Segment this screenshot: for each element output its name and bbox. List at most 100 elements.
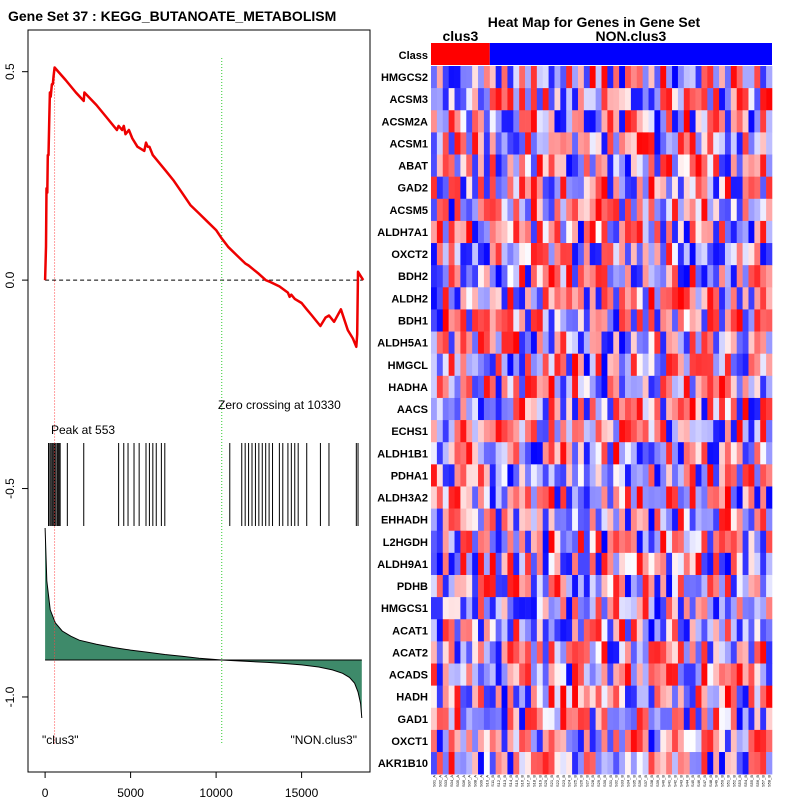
heatmap-cell bbox=[677, 176, 685, 200]
heatmap-cell bbox=[560, 88, 567, 111]
heatmap-cell bbox=[672, 287, 679, 310]
heatmap-cell bbox=[701, 752, 708, 775]
heatmap-cell bbox=[507, 110, 514, 133]
heatmap-cell bbox=[636, 574, 643, 598]
heatmap-cell bbox=[695, 331, 702, 354]
heatmap-cell bbox=[730, 597, 738, 620]
gene-labels: HMGCS2ACSM3ACSM2AACSM1ABATGAD2ACSM5ALDH7… bbox=[377, 72, 428, 770]
heatmap-cell bbox=[519, 530, 526, 554]
heatmap-cell bbox=[660, 729, 667, 753]
heatmap-cell bbox=[607, 353, 614, 377]
x-tick-label: 15000 bbox=[285, 786, 319, 800]
heatmap-cell bbox=[572, 729, 579, 753]
heatmap-cell bbox=[636, 176, 643, 200]
heatmap-cell bbox=[519, 486, 526, 509]
heatmap-cell bbox=[701, 110, 708, 133]
heatmap-cell bbox=[548, 309, 555, 332]
heatmap-cell bbox=[713, 685, 720, 709]
heatmap-cell bbox=[736, 442, 743, 465]
class-label: NON.clus3 bbox=[595, 28, 666, 44]
gene-label: HMGCS1 bbox=[381, 603, 428, 615]
sample-label: S45_B bbox=[690, 775, 695, 787]
heatmap-cell bbox=[436, 287, 444, 310]
heatmap-cell bbox=[583, 243, 591, 266]
heatmap-cell bbox=[466, 176, 473, 200]
heatmap-cell bbox=[548, 331, 555, 354]
heatmap-cell bbox=[724, 132, 732, 155]
heatmap-cell bbox=[560, 353, 567, 377]
heatmap-cell bbox=[566, 198, 573, 222]
heatmap-cell bbox=[436, 88, 444, 111]
heatmap-cell bbox=[489, 752, 496, 775]
heatmap-cell bbox=[560, 707, 567, 731]
gene-label: OXCT1 bbox=[391, 736, 428, 748]
heatmap-cell bbox=[607, 176, 614, 200]
heatmap-cell bbox=[648, 508, 655, 532]
heatmap-cell bbox=[625, 132, 632, 155]
heatmap-cell bbox=[683, 552, 690, 576]
heatmap-cell bbox=[654, 420, 661, 443]
heatmap-cell bbox=[530, 486, 538, 509]
heatmap-cell bbox=[742, 530, 749, 554]
heatmap-cell bbox=[736, 110, 743, 133]
heatmap-cell bbox=[689, 220, 696, 244]
heatmap-cell bbox=[736, 243, 743, 266]
heatmap-cell bbox=[536, 309, 544, 332]
heatmap-cell bbox=[707, 619, 714, 642]
heatmap-cell bbox=[742, 641, 749, 664]
heatmap-cell bbox=[572, 353, 579, 377]
heatmap-cell bbox=[566, 220, 573, 244]
heatmap-cell bbox=[648, 729, 655, 753]
heatmap-cell bbox=[607, 110, 614, 133]
heatmap-cell bbox=[766, 442, 773, 465]
heatmap-cell bbox=[530, 464, 538, 487]
heatmap-cell bbox=[666, 752, 673, 775]
heatmap-cell bbox=[519, 243, 526, 266]
heatmap-cell bbox=[431, 243, 438, 266]
heatmap-cell bbox=[489, 331, 496, 354]
heatmap-cell bbox=[442, 176, 449, 200]
heatmap-cell bbox=[754, 88, 761, 111]
heatmap-cell bbox=[695, 530, 702, 554]
heatmap-cell bbox=[707, 597, 714, 620]
heatmap-cell bbox=[460, 619, 467, 642]
heatmap-cell bbox=[625, 176, 632, 200]
heatmap-cell bbox=[577, 220, 585, 244]
heatmap-cell bbox=[566, 176, 573, 200]
heatmap-cell bbox=[736, 331, 743, 354]
heatmap-cell bbox=[577, 663, 585, 686]
gene-label: ECHS1 bbox=[391, 426, 428, 438]
heatmap-cell bbox=[489, 66, 496, 89]
heatmap-cell bbox=[560, 464, 567, 487]
heatmap-cell bbox=[636, 154, 643, 177]
heatmap-cell bbox=[442, 287, 449, 310]
heatmap-cell bbox=[466, 243, 473, 266]
heatmap-cell bbox=[507, 641, 514, 664]
heatmap-cell bbox=[695, 198, 702, 222]
heatmap-cell bbox=[589, 663, 596, 686]
heatmap-cell bbox=[713, 309, 720, 332]
heatmap-cell bbox=[472, 486, 479, 509]
heatmap-cell bbox=[601, 176, 608, 200]
heatmap-cell bbox=[577, 66, 585, 89]
gene-label: ALDH2 bbox=[391, 293, 428, 305]
heatmap-cell bbox=[489, 641, 496, 664]
heatmap-cell bbox=[548, 375, 555, 399]
heatmap-cell bbox=[660, 552, 667, 576]
heatmap-cell bbox=[677, 88, 685, 111]
heatmap-cell bbox=[431, 420, 438, 443]
heatmap-cell bbox=[566, 752, 573, 775]
heatmap-cell bbox=[683, 486, 690, 509]
heatmap-cell bbox=[583, 597, 591, 620]
heatmap-cell bbox=[607, 220, 614, 244]
heatmap-cell bbox=[448, 641, 455, 664]
heatmap-cell bbox=[707, 508, 714, 532]
heatmap-cell bbox=[607, 154, 614, 177]
heatmap-cell bbox=[501, 154, 508, 177]
heatmap-cell bbox=[654, 176, 661, 200]
heatmap-cell bbox=[748, 641, 755, 664]
heatmap-cell bbox=[666, 552, 673, 576]
heatmap-cell bbox=[654, 110, 661, 133]
heatmap-cell bbox=[478, 486, 485, 509]
heatmap-cell bbox=[495, 641, 502, 664]
